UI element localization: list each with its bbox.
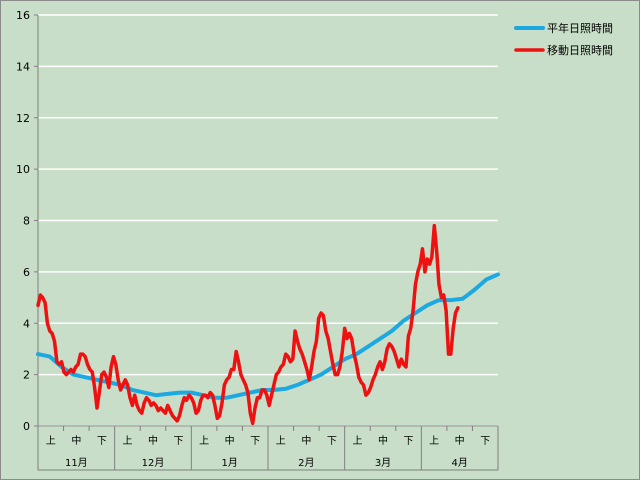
period-label: 下 [327,436,337,447]
month-label: 3月 [375,457,391,469]
period-label: 上 [276,435,286,447]
month-label: 1月 [221,457,237,469]
y-tick-label: 10 [16,163,30,176]
period-label: 中 [455,434,465,447]
y-tick-label: 12 [16,112,30,125]
month-label: 11月 [65,457,88,469]
period-label: 上 [352,435,362,447]
period-label: 中 [301,434,311,447]
month-label: 4月 [451,457,467,469]
y-tick-label: 4 [23,317,30,330]
period-label: 下 [404,436,414,447]
y-tick-label: 2 [23,369,30,382]
period-label: 上 [46,435,56,447]
y-tick-label: 6 [23,266,30,279]
series-line-2 [36,223,460,426]
period-label: 中 [378,434,388,447]
y-tick-label: 16 [16,9,30,22]
month-label: 2月 [298,457,314,469]
legend-label: 平年日照時間 [547,21,613,35]
period-label: 中 [225,434,235,447]
period-label: 下 [97,436,107,447]
period-label: 下 [250,436,260,447]
series-line-1 [36,272,500,400]
period-label: 中 [71,434,81,447]
y-tick-label: 14 [16,60,30,73]
y-tick-label: 0 [23,420,30,433]
period-label: 中 [148,434,158,447]
y-tick-label: 8 [23,215,30,228]
month-label: 12月 [142,457,165,469]
period-label: 上 [199,435,209,447]
period-label: 上 [122,435,132,447]
period-label: 下 [174,436,184,447]
legend-label: 移動日照時間 [547,43,613,57]
period-label: 上 [429,435,439,447]
period-label: 下 [480,436,490,447]
